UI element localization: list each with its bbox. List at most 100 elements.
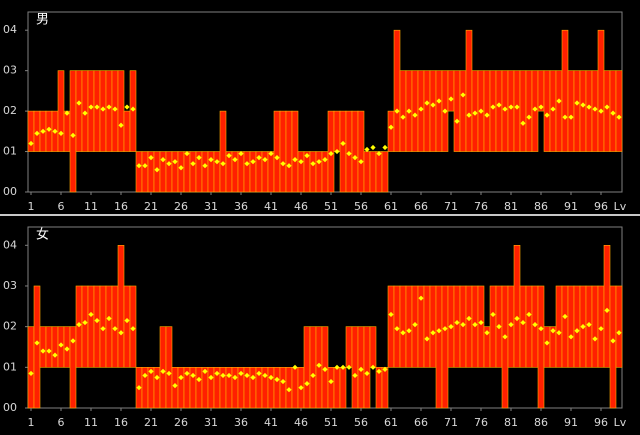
average-marker — [598, 108, 604, 114]
range-bar — [141, 151, 149, 193]
range-bar — [345, 326, 353, 368]
average-marker — [190, 161, 196, 167]
average-marker — [202, 163, 208, 169]
y-tick-label: 03 — [3, 279, 17, 292]
average-marker — [28, 370, 34, 377]
range-bar — [525, 70, 533, 152]
average-marker — [418, 295, 424, 301]
average-marker — [238, 370, 244, 377]
average-marker — [232, 157, 238, 163]
y-tick-label: 01 — [3, 360, 17, 373]
average-marker — [226, 152, 232, 159]
x-tick-label: 56 — [354, 200, 368, 213]
range-bar — [273, 367, 281, 409]
x-tick-label: 41 — [264, 416, 278, 429]
average-marker — [568, 334, 574, 340]
average-marker — [550, 106, 556, 112]
average-marker — [436, 98, 442, 104]
average-marker — [502, 334, 508, 340]
average-marker — [604, 307, 610, 313]
range-bar — [603, 70, 611, 152]
range-bar — [477, 285, 485, 368]
average-marker — [238, 150, 244, 157]
average-marker — [142, 372, 148, 379]
average-marker — [274, 155, 280, 161]
average-marker — [178, 374, 184, 381]
range-bar — [615, 285, 623, 368]
average-marker — [592, 336, 598, 342]
x-tick-label: 76 — [474, 200, 488, 213]
range-bar — [87, 70, 95, 152]
x-tick-label: 66 — [414, 416, 428, 429]
average-marker — [214, 159, 220, 165]
range-bar — [513, 245, 521, 368]
average-marker — [424, 100, 430, 106]
average-marker — [64, 110, 70, 116]
average-marker — [268, 150, 274, 157]
average-marker — [604, 104, 610, 110]
average-marker — [544, 112, 550, 118]
range-bar — [585, 70, 593, 152]
range-bar — [195, 367, 203, 409]
average-marker — [616, 114, 622, 120]
range-bar — [219, 110, 227, 193]
range-bar — [327, 367, 335, 409]
range-bar — [51, 326, 59, 368]
x-tick-label: 51 — [324, 200, 338, 213]
average-marker — [130, 106, 136, 112]
average-marker — [292, 157, 298, 163]
x-tick-label: 71 — [444, 200, 458, 213]
average-marker — [334, 148, 340, 155]
range-bar — [597, 29, 605, 152]
range-bar — [117, 245, 125, 368]
average-marker — [298, 385, 304, 391]
average-marker — [268, 374, 274, 381]
average-marker — [412, 322, 418, 328]
average-marker — [256, 370, 262, 377]
average-marker — [118, 122, 124, 128]
average-marker — [124, 317, 130, 324]
average-marker — [142, 163, 148, 169]
x-tick-label: 46 — [294, 416, 308, 429]
x-tick-label: 11 — [84, 200, 98, 213]
range-bar — [291, 367, 299, 409]
range-bar — [285, 110, 293, 193]
range-bar — [411, 70, 419, 152]
x-tick-label: 86 — [534, 416, 548, 429]
range-bar — [105, 70, 113, 152]
average-marker — [502, 106, 508, 112]
average-marker — [82, 319, 88, 326]
x-tick-label: 96 — [594, 200, 608, 213]
average-marker — [208, 374, 214, 381]
average-marker — [490, 311, 496, 318]
average-marker — [106, 104, 112, 110]
x-tick-label: 56 — [354, 416, 368, 429]
average-marker — [466, 315, 472, 322]
average-marker — [46, 126, 52, 132]
range-bar — [27, 326, 35, 409]
average-marker — [574, 100, 580, 106]
range-bar — [81, 285, 89, 368]
average-marker — [172, 383, 178, 389]
average-marker — [484, 330, 490, 336]
range-bar — [249, 367, 257, 409]
average-marker — [220, 161, 226, 167]
average-marker — [448, 324, 454, 330]
average-marker — [406, 328, 412, 334]
average-marker — [448, 96, 454, 102]
range-bar — [267, 151, 275, 193]
average-marker — [82, 110, 88, 116]
average-marker — [610, 110, 616, 116]
range-bar — [519, 70, 527, 152]
y-tick-label: 02 — [3, 320, 17, 333]
average-marker — [166, 370, 172, 377]
average-marker — [376, 150, 382, 157]
range-bar — [165, 151, 173, 193]
average-marker — [382, 366, 388, 372]
range-bar — [363, 326, 371, 409]
average-marker — [574, 328, 580, 334]
range-bar — [189, 151, 197, 193]
average-marker — [70, 132, 76, 138]
average-marker — [76, 322, 82, 328]
average-marker — [550, 328, 556, 334]
